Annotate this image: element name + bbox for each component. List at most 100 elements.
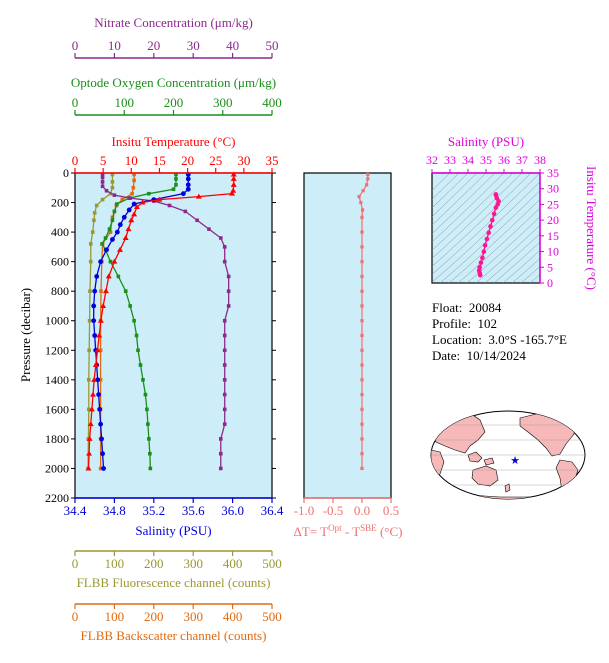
nitrate-point	[100, 175, 105, 180]
oxygen-point	[112, 209, 117, 214]
nitrate-axis-title: Nitrate Concentration (μm/kg)	[94, 15, 253, 30]
temperature-point	[88, 406, 95, 412]
ts-point	[488, 224, 493, 229]
nitrate-point	[100, 180, 105, 184]
salinity-point	[180, 191, 186, 197]
ts-density-contour	[432, 173, 505, 243]
ts-y-tick-label: 25	[547, 197, 559, 211]
delta-t-point	[360, 333, 364, 338]
delta-t-point	[360, 230, 364, 234]
salinity-point	[101, 466, 106, 471]
ts-density-contour	[432, 173, 523, 259]
delta-t-point	[360, 304, 364, 308]
oxygen-tick-label: 300	[213, 95, 233, 110]
oxygen-tick-label: 100	[115, 95, 135, 110]
salinity-point	[121, 214, 127, 220]
nitrate-point	[218, 451, 223, 456]
nitrate-point	[218, 437, 223, 441]
delta-t-point	[360, 407, 364, 411]
ts-point	[490, 217, 495, 223]
oxygen-point	[115, 202, 119, 206]
ts-point	[481, 249, 487, 254]
backscatter-point	[98, 378, 103, 382]
ts-y-tick-label: 15	[547, 229, 559, 243]
fluorescence-point	[88, 259, 93, 264]
pressure-tick-label: 1800	[45, 432, 69, 446]
fluorescence-point	[110, 180, 115, 184]
location-value: 3.0°S -165.7°E	[488, 332, 567, 347]
ts-density-contour	[432, 173, 514, 251]
delta-t-x-tick-label: 0.0	[354, 503, 370, 518]
temperature-point	[91, 376, 98, 382]
oxygen-point	[100, 242, 104, 246]
salinity-point	[114, 229, 120, 235]
backscatter-tick-label: 200	[144, 609, 164, 624]
salinity-tick-label: 34.4	[64, 503, 87, 518]
ts-x-tick-label: 37	[516, 153, 528, 167]
oxygen-point	[148, 466, 153, 471]
temperature-point	[86, 435, 93, 441]
ts-density-contour	[475, 224, 540, 283]
float-location-marker: ★	[510, 455, 520, 467]
oxygen-point	[146, 422, 150, 426]
nitrate-point	[112, 193, 117, 197]
pressure-tick-label: 0	[63, 166, 69, 180]
temperature-point	[125, 226, 132, 232]
temperature-point	[100, 302, 107, 308]
delta-t-point	[360, 452, 364, 456]
nitrate-point	[195, 218, 199, 223]
oxygen-axis-title: Optode Oxygen Concentration (μm/kg)	[71, 75, 276, 90]
ts-density-contour	[432, 173, 460, 200]
float-id-row: Float: 20084	[432, 300, 567, 316]
map-graticule	[431, 424, 585, 486]
ts-density-contour	[432, 181, 540, 283]
profile-row: Profile: 102	[432, 316, 567, 332]
nitrate-tick-label: 20	[147, 38, 160, 53]
nitrate-point	[207, 227, 211, 231]
oxygen-point	[132, 318, 136, 323]
fluorescence-point	[88, 289, 92, 293]
delta-t-axis-title: ΔT= TOpt - TSBE (°C)	[294, 523, 403, 539]
fluorescence-point	[110, 185, 115, 190]
ts-point	[484, 236, 490, 242]
temperature-point	[86, 450, 93, 456]
salinity-point	[98, 421, 104, 427]
salinity-point	[131, 201, 137, 207]
ts-density-contour	[432, 173, 532, 267]
fluorescence-point	[94, 203, 99, 208]
nitrate-point	[167, 203, 172, 208]
backscatter-point	[131, 185, 136, 190]
oxygen-point	[134, 333, 139, 338]
delta-t-point	[357, 195, 361, 199]
salinity-point	[126, 207, 132, 213]
profile-panel-background	[74, 172, 273, 499]
oxygen-point	[110, 218, 115, 223]
ts-x-tick-label: 35	[480, 153, 492, 167]
oxygen-profile-line	[101, 174, 177, 469]
temperature-point	[102, 288, 109, 294]
salinity-profile-line	[93, 174, 189, 469]
nitrate-point	[218, 466, 223, 471]
fluorescence-point	[110, 172, 115, 177]
ts-density-contour	[529, 274, 540, 283]
temperature-point	[87, 421, 94, 427]
temperature-tick-label: 25	[209, 153, 222, 168]
fluorescence-tick-label: 0	[72, 556, 79, 571]
pressure-axis-label: Pressure (decibar)	[18, 288, 33, 382]
salinity-point	[97, 406, 103, 412]
nitrate-point	[218, 236, 223, 240]
pressure-tick-label: 800	[51, 284, 69, 298]
location-label: Location:	[432, 332, 482, 347]
location-map: ★	[430, 410, 586, 500]
oxygen-point	[116, 274, 121, 279]
ts-point	[480, 255, 485, 261]
delta-t-point	[360, 215, 364, 219]
salinity-point	[91, 303, 97, 309]
backscatter-axis-title: FLBB Backscatter channel (counts)	[81, 628, 267, 643]
ts-point	[493, 205, 499, 210]
ts-x-tick-label: 38	[534, 153, 546, 167]
ts-density-contour	[432, 173, 540, 275]
salinity-point	[100, 451, 105, 457]
fluorescence-point	[100, 197, 105, 202]
temperature-point	[92, 362, 99, 368]
